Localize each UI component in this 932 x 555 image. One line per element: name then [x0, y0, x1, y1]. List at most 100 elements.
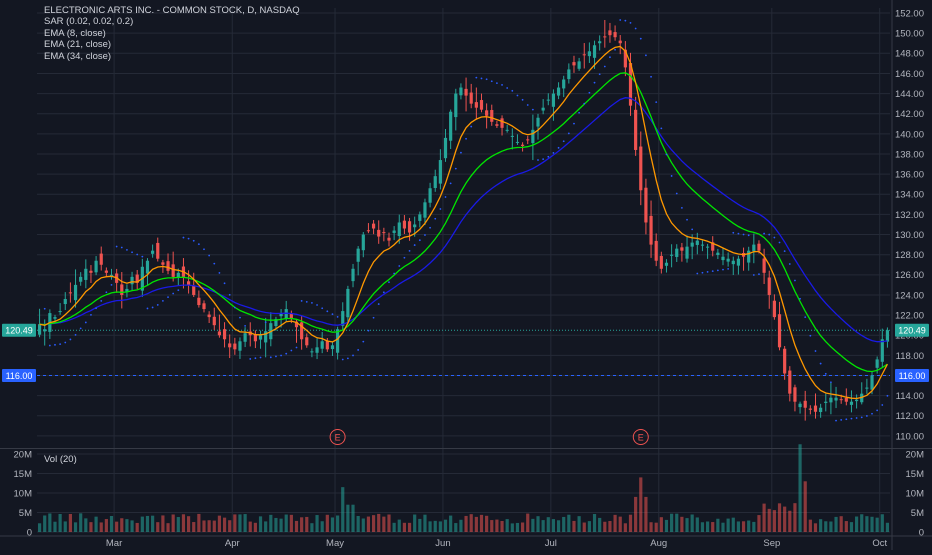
candle-body [505, 129, 509, 131]
volume-bar [695, 517, 699, 532]
candle-body [253, 334, 257, 342]
sar-dot [706, 271, 709, 273]
sar-dot [614, 48, 616, 51]
sar-dot [115, 245, 118, 248]
sar-dot [747, 234, 750, 237]
volume-bar [819, 519, 823, 532]
sar-dot [804, 316, 807, 319]
sar-dot [485, 78, 488, 81]
volume-bar [99, 522, 103, 532]
sar-dot [280, 354, 282, 357]
candle-body [639, 146, 643, 191]
candle-body [166, 261, 170, 271]
price-axis-label: 150.00 [895, 29, 924, 40]
candle-body [176, 272, 180, 278]
volume-bar [151, 515, 155, 532]
volume-bar [793, 503, 797, 532]
volume-bar [855, 516, 859, 532]
candle-body [556, 87, 561, 96]
candle-body [104, 270, 108, 273]
volume-bar [577, 516, 581, 532]
candle-body [788, 370, 792, 394]
sar-dot [506, 87, 509, 89]
candle-body [243, 333, 247, 342]
volume-bar [346, 504, 350, 532]
candle-body [258, 335, 263, 340]
price-axis-label: 142.00 [895, 109, 924, 120]
volume-axis-label-left: 15M [14, 469, 33, 480]
sar-dot [619, 19, 622, 21]
volume-bar [623, 523, 627, 532]
candle-body [264, 331, 268, 343]
candle-body [551, 93, 556, 107]
volume-bars [37, 444, 890, 532]
price-axis-label: 148.00 [895, 49, 924, 60]
volume-bar [618, 516, 622, 532]
level-tag-left-bg [2, 369, 36, 383]
volume-bar [510, 523, 514, 532]
candle-body [397, 222, 401, 237]
sar-dot [881, 404, 884, 406]
candle-body [577, 61, 581, 69]
candle-body [63, 298, 67, 305]
volume-bar [875, 517, 879, 532]
sar-dot [830, 381, 832, 384]
volume-bar [741, 521, 746, 532]
sar-dot [794, 279, 796, 282]
volume-bar [289, 514, 293, 532]
volume-bar [664, 519, 669, 532]
price-axis-label: 118.00 [896, 351, 924, 362]
sar-dot [90, 313, 92, 316]
legend-ema-34: EMA (34, close) [44, 50, 112, 62]
sar-dot [341, 358, 344, 361]
sar-dot [737, 232, 740, 235]
sar-dot [727, 267, 730, 270]
legend-ema-8: EMA (8, close) [44, 27, 106, 39]
candle-body [690, 242, 694, 247]
sar-dot [264, 321, 267, 324]
candle-body [428, 188, 432, 203]
volume-bar [675, 513, 679, 532]
sar-dot [655, 101, 658, 104]
volume-bar [505, 519, 509, 532]
candle-body [844, 397, 848, 402]
candle-body [228, 343, 232, 348]
candle-body [387, 237, 391, 241]
sar-dot [48, 344, 51, 347]
sar-dot [377, 303, 380, 305]
last-price-tag-left: 120.49 [5, 326, 33, 336]
volume-bar [438, 521, 442, 532]
candle-body [855, 399, 859, 402]
volume-bar [202, 520, 206, 532]
candle-body [443, 137, 448, 159]
time-axis-label: Apr [225, 538, 240, 549]
sar-dot [593, 81, 596, 84]
candle-body [433, 176, 437, 188]
sar-dot [79, 327, 82, 330]
candle-body [582, 54, 586, 56]
sar-dot [321, 307, 324, 310]
sar-dot [603, 65, 606, 68]
candle-body [736, 258, 741, 266]
volume-bar [336, 515, 340, 532]
candle-body [382, 232, 386, 234]
sar-dot [809, 334, 812, 337]
candle-body [84, 268, 88, 280]
volume-bar [212, 520, 216, 532]
candle-body [628, 63, 633, 106]
sar-dot [372, 316, 375, 319]
candle-body [700, 244, 705, 246]
candle-body [649, 215, 653, 245]
candle-body [289, 313, 293, 320]
sar-dot [860, 416, 863, 419]
candle-body [418, 214, 422, 221]
legend-ema-21: EMA (21, close) [44, 39, 112, 51]
volume-bar [752, 521, 756, 532]
candle-body [186, 281, 191, 285]
candle-body [526, 139, 530, 141]
candle-body [644, 187, 648, 223]
candle-body [500, 118, 504, 128]
candle-body [37, 324, 42, 335]
sar-dot [167, 296, 169, 298]
